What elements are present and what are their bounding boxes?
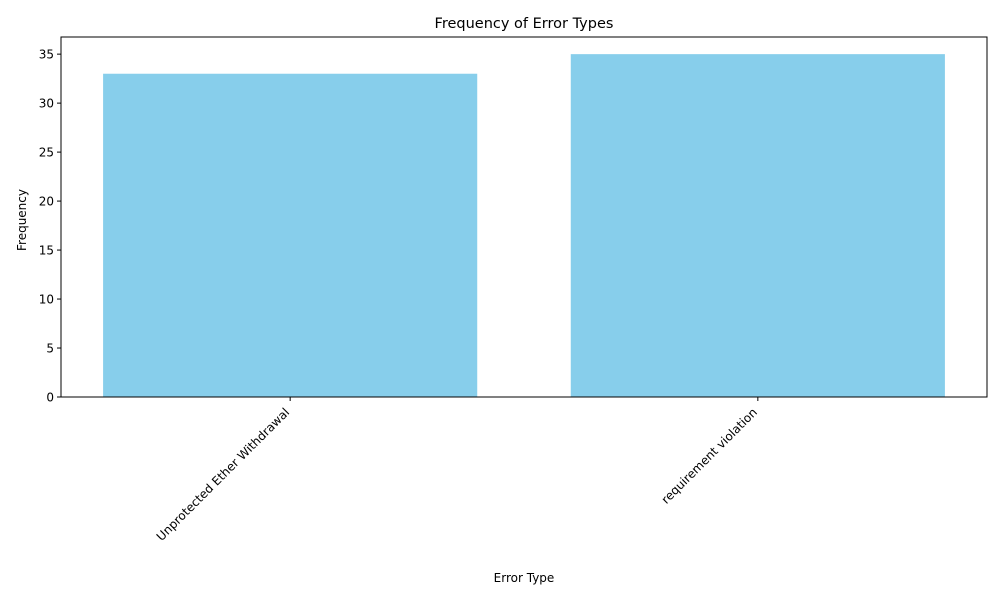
bars-group xyxy=(103,54,945,398)
y-tick-label-4: 20 xyxy=(39,195,54,209)
y-tick-label-5: 25 xyxy=(39,146,54,160)
plot-frame xyxy=(60,36,988,398)
x-tick-label-1: requirement violation xyxy=(659,405,760,506)
x-tick-label-0: Unprotected Ether Withdrawal xyxy=(154,405,293,544)
x-axis-label: Error Type xyxy=(494,571,555,585)
bar-1 xyxy=(570,54,945,398)
chart-title: Frequency of Error Types xyxy=(435,16,614,32)
x-axis-ticks: Unprotected Ether Withdrawal requirement … xyxy=(154,397,760,544)
y-tick-label-7: 35 xyxy=(39,48,54,62)
y-tick-label-0: 0 xyxy=(46,391,54,405)
y-tick-label-6: 30 xyxy=(39,97,54,111)
bar-0 xyxy=(103,73,478,398)
y-tick-label-1: 5 xyxy=(46,342,54,356)
y-axis-label: Frequency xyxy=(15,189,29,251)
y-tick-label-2: 10 xyxy=(39,293,54,307)
y-tick-label-3: 15 xyxy=(39,244,54,258)
y-axis-ticks: 0 5 10 15 20 25 30 35 xyxy=(39,48,61,405)
